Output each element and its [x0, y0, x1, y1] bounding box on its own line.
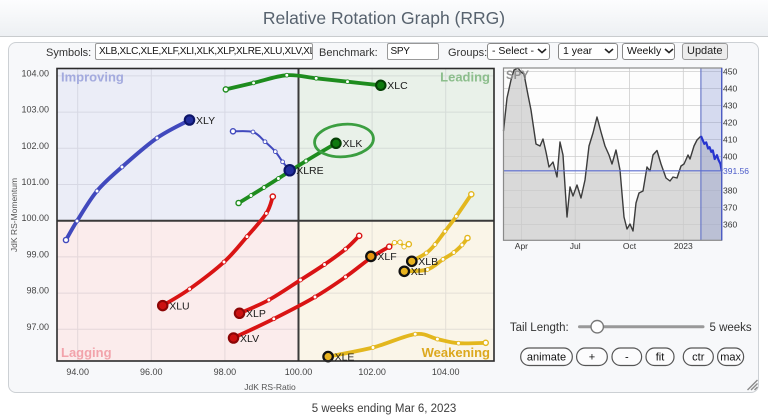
svg-text:max: max [720, 352, 741, 364]
svg-text:98.00: 98.00 [214, 367, 237, 377]
svg-text:400: 400 [723, 152, 737, 162]
svg-text:JdK RS-Ratio: JdK RS-Ratio [244, 382, 296, 392]
svg-text:XLU: XLU [169, 300, 189, 312]
svg-text:-: - [625, 352, 629, 364]
svg-text:Weakening: Weakening [422, 345, 490, 360]
svg-text:XLP: XLP [246, 308, 266, 320]
svg-text:XLB: XLB [418, 256, 438, 268]
svg-text:370: 370 [723, 203, 737, 213]
svg-text:ctr: ctr [692, 352, 705, 364]
svg-text:450: 450 [723, 67, 737, 77]
svg-text:fit: fit [656, 352, 665, 364]
svg-text:104.00: 104.00 [432, 367, 460, 377]
svg-text:XLF: XLF [377, 251, 396, 263]
svg-text:XLY: XLY [196, 115, 215, 127]
svg-text:360: 360 [723, 220, 737, 230]
svg-text:Leading: Leading [440, 70, 490, 85]
svg-text:XLI: XLI [411, 266, 427, 278]
svg-text:Jul: Jul [570, 241, 581, 251]
svg-text:+: + [589, 352, 595, 364]
svg-text:5 weeks: 5 weeks [710, 322, 752, 334]
svg-text:XLV: XLV [240, 333, 259, 345]
svg-text:104.00: 104.00 [21, 68, 49, 78]
svg-text:XLK: XLK [343, 138, 363, 150]
svg-text:XLRE: XLRE [296, 165, 323, 177]
svg-text:98.00: 98.00 [26, 286, 49, 296]
svg-text:2023: 2023 [674, 241, 693, 251]
svg-text:103.00: 103.00 [21, 105, 49, 115]
svg-text:391.56: 391.56 [723, 166, 749, 176]
svg-text:94.00: 94.00 [66, 367, 89, 377]
svg-text:101.00: 101.00 [21, 177, 49, 187]
svg-text:380: 380 [723, 186, 737, 196]
svg-text:102.00: 102.00 [358, 367, 386, 377]
svg-text:100.00: 100.00 [21, 213, 49, 223]
svg-text:JdK RS-Momentum: JdK RS-Momentum [9, 178, 19, 252]
svg-text:420: 420 [723, 118, 737, 128]
svg-text:440: 440 [723, 84, 737, 94]
svg-text:Improving: Improving [61, 70, 124, 85]
svg-text:animate: animate [527, 352, 566, 364]
svg-text:102.00: 102.00 [21, 141, 49, 151]
svg-text:100.00: 100.00 [285, 367, 313, 377]
svg-text:Tail Length:: Tail Length: [510, 322, 569, 334]
svg-text:XLC: XLC [387, 80, 408, 92]
svg-text:Apr: Apr [515, 241, 528, 251]
svg-text:96.00: 96.00 [140, 367, 163, 377]
svg-text:97.00: 97.00 [26, 322, 49, 332]
svg-text:99.00: 99.00 [26, 249, 49, 259]
svg-text:SPY: SPY [506, 70, 529, 82]
svg-text:Oct: Oct [623, 241, 637, 251]
svg-text:430: 430 [723, 101, 737, 111]
svg-text:410: 410 [723, 135, 737, 145]
svg-text:Lagging: Lagging [61, 345, 112, 360]
